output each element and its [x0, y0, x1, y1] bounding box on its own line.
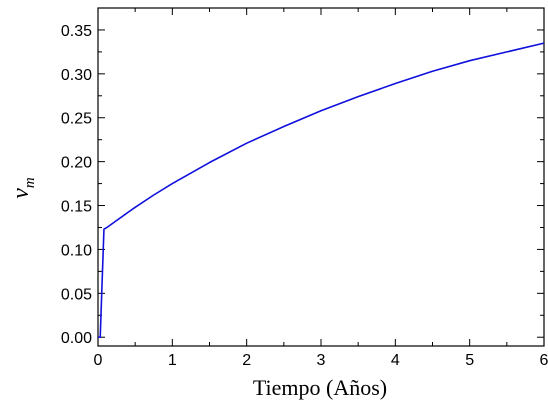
x-tick-label: 4	[391, 352, 400, 369]
x-tick-label: 1	[168, 352, 177, 369]
x-tick-label: 6	[540, 352, 548, 369]
x-tick-label: 2	[242, 352, 251, 369]
y-tick-label: 0.00	[61, 330, 92, 347]
y-tick-label: 0.30	[61, 67, 92, 84]
y-tick-label: 0.15	[61, 199, 92, 216]
x-tick-label: 3	[317, 352, 326, 369]
x-axis-title: Tiempo (Años)	[253, 375, 387, 400]
x-tick-label: 5	[465, 352, 474, 369]
y-tick-label: 0.35	[61, 23, 92, 40]
y-tick-label: 0.20	[61, 155, 92, 172]
x-tick-label: 0	[94, 352, 103, 369]
y-tick-label: 0.05	[61, 286, 92, 303]
y-axis-title: vm	[8, 177, 38, 199]
y-axis-title-subscript: m	[22, 177, 38, 188]
series-line	[98, 42, 545, 339]
y-axis-title-main: v	[8, 188, 34, 199]
y-tick-label: 0.25	[61, 111, 92, 128]
y-tick-label: 0.10	[61, 242, 92, 259]
